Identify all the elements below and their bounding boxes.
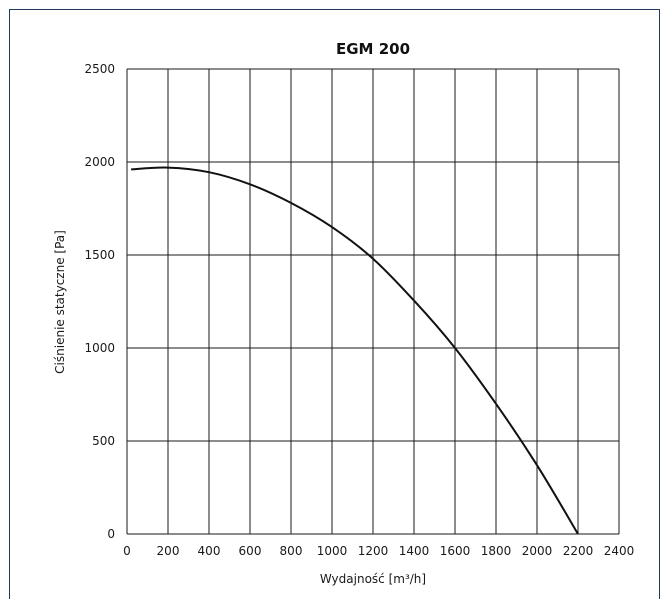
chart-title: EGM 200 — [336, 40, 410, 58]
y-tick-label: 2500 — [84, 62, 115, 76]
series-line — [131, 166, 579, 535]
chart-frame — [9, 9, 660, 599]
grid — [126, 68, 620, 535]
y-tick-label: 2000 — [84, 155, 115, 169]
x-tick-label: 1400 — [399, 544, 430, 558]
y-tick-label: 500 — [92, 434, 115, 448]
x-tick-label: 1000 — [317, 544, 348, 558]
x-tick-label: 0 — [123, 544, 131, 558]
x-tick-label: 200 — [157, 544, 180, 558]
y-tick-label: 1500 — [84, 248, 115, 262]
x-tick-label: 2200 — [563, 544, 594, 558]
x-tick-label: 800 — [280, 544, 303, 558]
x-tick-label: 2400 — [604, 544, 635, 558]
x-axis-label: Wydajność [m³/h] — [320, 572, 426, 586]
x-tick-label: 1200 — [358, 544, 389, 558]
x-tick-label: 400 — [198, 544, 221, 558]
series-group — [131, 166, 579, 535]
x-tick-label: 1800 — [481, 544, 512, 558]
x-tick-label: 2000 — [522, 544, 553, 558]
y-axis-label: Ciśnienie statyczne [Pa] — [53, 230, 67, 374]
y-tick-labels: 0 500 1000 1500 2000 2500 — [84, 62, 115, 541]
y-tick-label: 1000 — [84, 341, 115, 355]
x-tick-label: 1600 — [440, 544, 471, 558]
y-tick-label: 0 — [107, 527, 115, 541]
x-tick-label: 600 — [239, 544, 262, 558]
x-tick-labels: 0 200 400 600 800 1000 1200 1400 1600 1800 2000 220… — [123, 544, 634, 558]
